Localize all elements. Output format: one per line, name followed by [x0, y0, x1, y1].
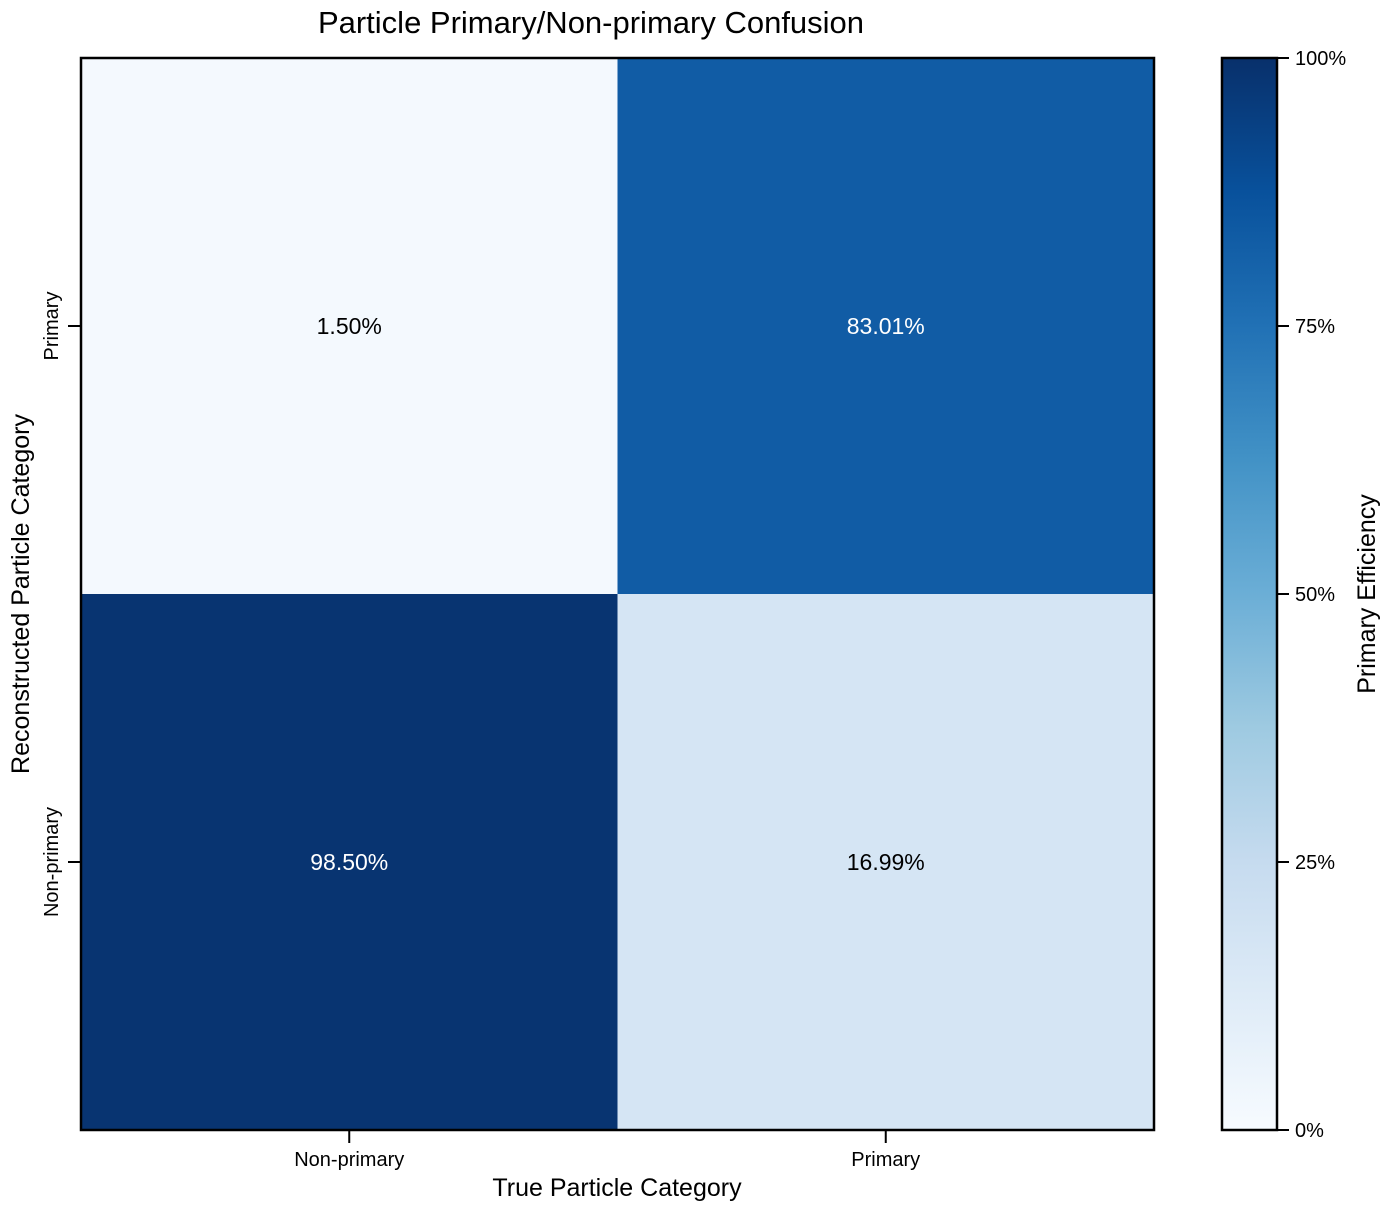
y-tick-label: Primary	[41, 292, 63, 361]
colorbar-tick-label: 25%	[1295, 852, 1335, 874]
y-tick-label: Non-primary	[41, 807, 63, 917]
y-axis-label: Reconstructed Particle Category	[7, 414, 35, 774]
heatmap-cells	[81, 58, 1154, 1130]
heatmap-cell	[617, 594, 1154, 1130]
colorbar-label: Primary Efficiency	[1353, 494, 1381, 694]
chart-title: Particle Primary/Non-primary Confusion	[318, 5, 864, 40]
colorbar-tick-label: 100%	[1295, 48, 1346, 70]
cell-value-labels: 1.50% 83.01% 98.50% 16.99%	[310, 313, 925, 875]
cell-value-label: 83.01%	[847, 313, 925, 339]
plot-frame	[79, 56, 1156, 1132]
colorbar-tick-label: 75%	[1295, 316, 1335, 338]
cell-value-label: 98.50%	[310, 849, 388, 875]
cell-value-label: 1.50%	[317, 313, 382, 339]
heatmap-cell	[617, 58, 1154, 594]
heatmap-cell	[81, 594, 618, 1130]
colorbar	[1220, 56, 1279, 1132]
x-tick-label: Non-primary	[294, 1149, 404, 1171]
cell-value-label: 16.99%	[847, 849, 925, 875]
x-axis-ticks: Non-primary Primary	[294, 1130, 920, 1171]
x-axis-label: True Particle Category	[492, 1174, 742, 1202]
x-tick-label: Primary	[851, 1149, 920, 1171]
colorbar-tick-label: 0%	[1295, 1120, 1324, 1142]
colorbar-tick-label: 50%	[1295, 584, 1335, 606]
y-axis-ticks: Primary Non-primary	[41, 292, 81, 917]
heatmap-cell	[81, 58, 618, 594]
colorbar-ticks: 0% 25% 50% 75% 100%	[1277, 48, 1346, 1142]
